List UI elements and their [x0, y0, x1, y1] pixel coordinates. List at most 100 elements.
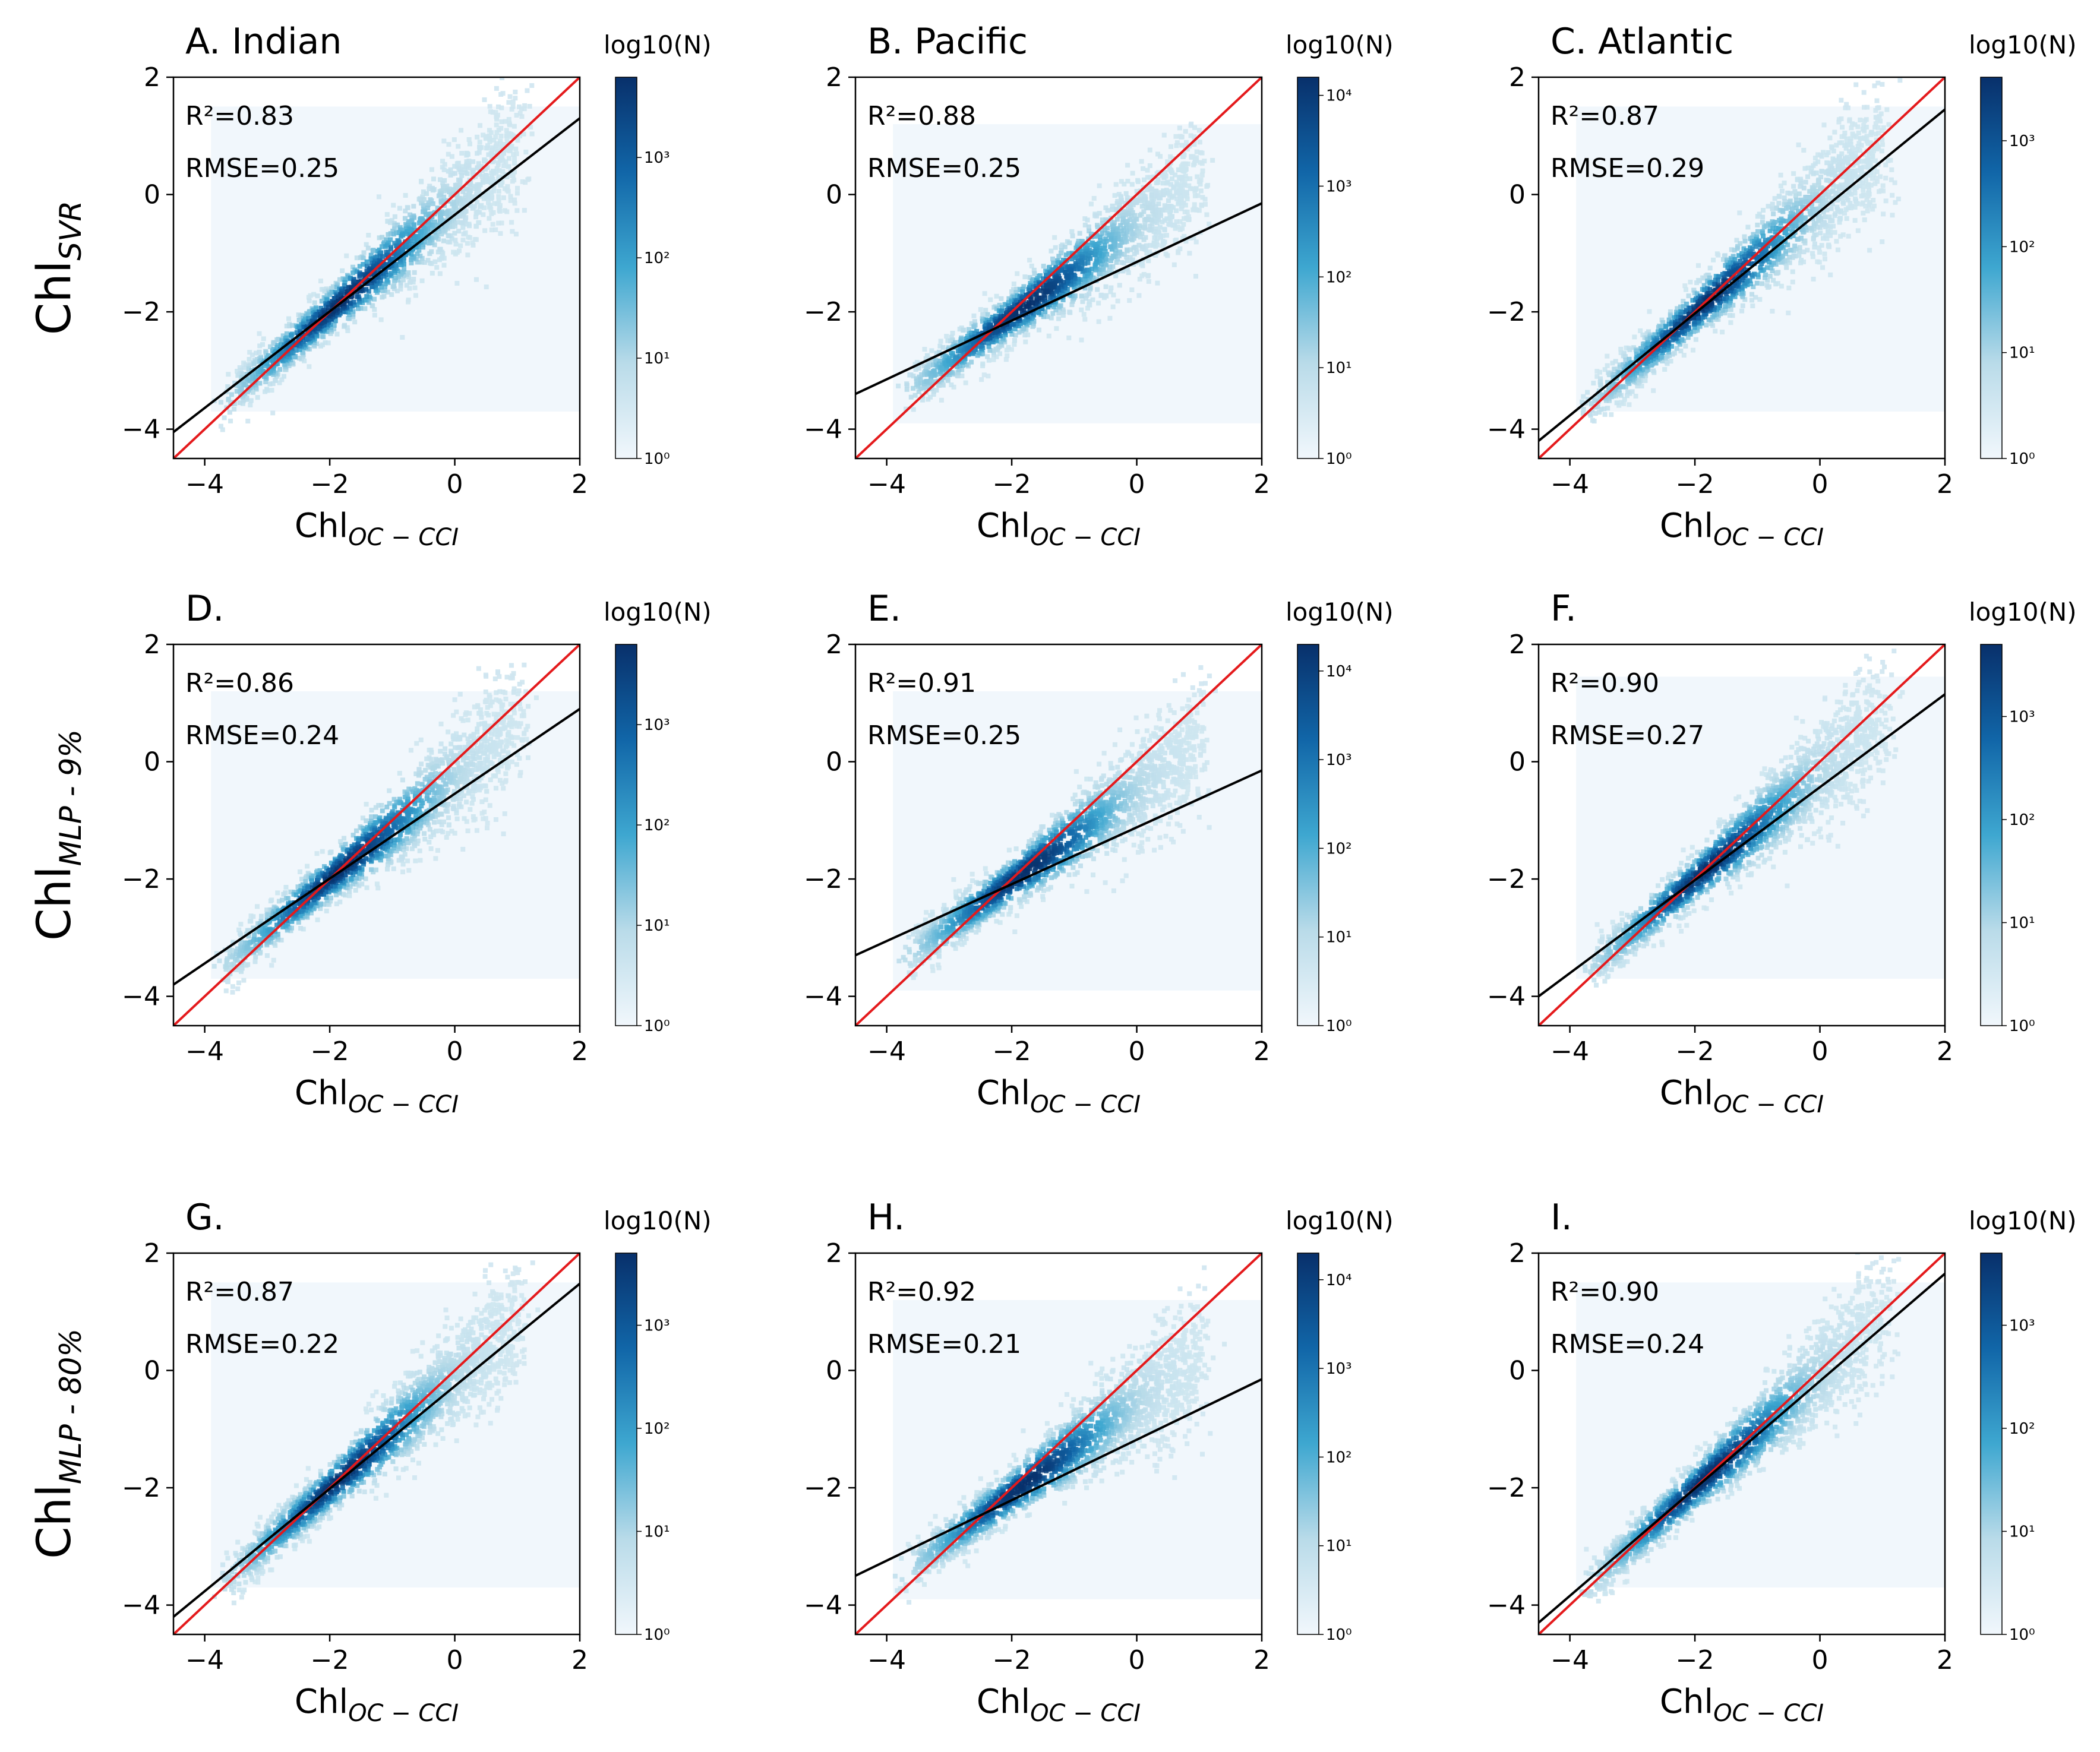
density-point: [375, 279, 380, 284]
density-point: [292, 353, 298, 359]
density-point: [481, 196, 487, 201]
density-point: [261, 363, 267, 368]
density-point: [1041, 293, 1047, 298]
density-point: [378, 278, 383, 283]
density-point: [1823, 197, 1829, 203]
density-point: [226, 372, 231, 377]
density-point: [1698, 321, 1704, 326]
density-point: [1093, 267, 1098, 273]
density-point: [440, 165, 445, 170]
density-point: [929, 358, 934, 363]
density-point: [1150, 208, 1155, 214]
density-point: [1198, 160, 1203, 165]
density-point: [1634, 352, 1639, 357]
density-point: [495, 150, 500, 155]
density-point: [1188, 235, 1193, 241]
density-point: [1812, 232, 1817, 238]
density-point: [1822, 251, 1827, 257]
density-point: [1849, 125, 1854, 131]
density-point: [1196, 128, 1202, 133]
density-point: [380, 295, 385, 300]
axes-frame: [854, 76, 1263, 460]
density-point: [1831, 159, 1837, 165]
density-point: [945, 338, 950, 343]
density-point: [1128, 247, 1133, 252]
density-point: [1139, 231, 1145, 236]
density-point: [1107, 268, 1112, 273]
density-point: [301, 321, 307, 327]
density-point: [388, 246, 393, 251]
density-point: [1132, 251, 1137, 257]
density-point: [1146, 258, 1151, 264]
density-point: [1593, 411, 1598, 416]
density-point: [1614, 400, 1619, 406]
density-point: [1020, 289, 1025, 295]
density-point: [1082, 273, 1088, 279]
density-point: [1075, 267, 1080, 272]
density-point: [1063, 252, 1069, 258]
density-point: [387, 272, 392, 277]
density-point: [1125, 178, 1130, 184]
density-point: [466, 165, 471, 170]
density-point: [1044, 280, 1049, 285]
density-point: [1868, 182, 1874, 188]
density-point: [1874, 169, 1880, 175]
density-point: [416, 248, 422, 253]
density-point: [1792, 202, 1797, 207]
density-point: [1156, 201, 1161, 207]
density-point: [1819, 223, 1824, 228]
density-point: [1790, 269, 1795, 274]
density-point: [334, 284, 339, 290]
density-point: [1878, 118, 1883, 124]
density-point: [1647, 336, 1653, 341]
density-point: [1859, 201, 1865, 207]
density-point: [1102, 293, 1107, 299]
density-point: [1797, 245, 1802, 250]
density-point: [1181, 222, 1186, 227]
panel-title: A. Indian: [185, 21, 342, 62]
density-point: [1204, 212, 1210, 217]
density-point: [1814, 198, 1820, 203]
density-point: [1082, 216, 1088, 222]
density-point: [1874, 137, 1879, 143]
density-point: [934, 350, 939, 356]
density-point: [1782, 195, 1787, 201]
density-point: [990, 348, 996, 353]
density-point: [1784, 265, 1789, 270]
density-point: [1669, 344, 1674, 349]
density-point: [274, 344, 280, 350]
density-point: [980, 318, 985, 324]
density-point: [1097, 251, 1102, 256]
density-point: [326, 340, 331, 346]
density-point: [1734, 238, 1739, 243]
density-point: [1873, 107, 1878, 113]
density-point: [1757, 297, 1763, 302]
density-point: [1174, 196, 1180, 201]
density-point: [1091, 278, 1096, 283]
density-point: [988, 297, 993, 302]
density-point: [1060, 309, 1066, 315]
density-point: [1088, 201, 1094, 207]
density-point: [396, 277, 401, 283]
density-point: [1597, 410, 1602, 415]
density-point: [340, 268, 345, 273]
density-point: [1805, 248, 1810, 253]
density-point: [1692, 320, 1697, 325]
density-point: [1037, 303, 1042, 308]
density-point: [1877, 71, 1881, 75]
density-point: [363, 273, 368, 279]
density-point: [470, 170, 476, 175]
density-point: [379, 244, 384, 249]
density-point: [1624, 393, 1630, 399]
density-point: [1150, 189, 1155, 194]
density-point: [408, 212, 413, 217]
density-point: [311, 343, 317, 348]
density-point: [1160, 181, 1166, 186]
density-point: [1793, 217, 1798, 223]
density-point: [294, 330, 299, 336]
density-point: [1141, 209, 1147, 214]
density-point: [1198, 150, 1204, 155]
density-point: [1773, 229, 1778, 235]
density-point: [1111, 292, 1116, 298]
density-point: [1100, 217, 1105, 223]
